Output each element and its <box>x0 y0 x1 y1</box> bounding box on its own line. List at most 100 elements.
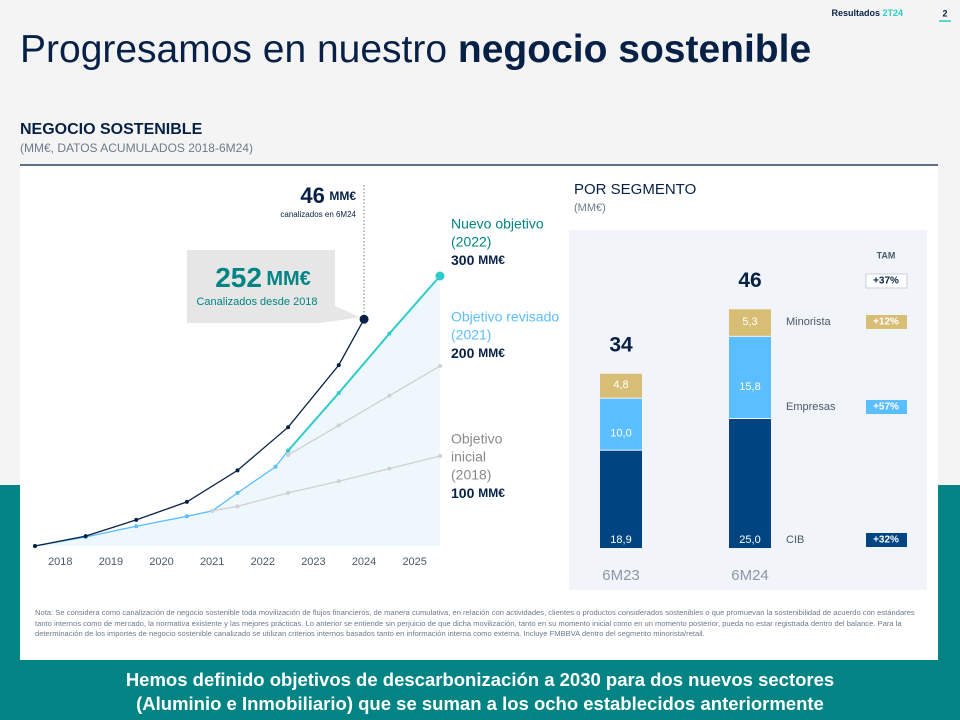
point <box>336 423 341 428</box>
point <box>134 517 139 522</box>
segment-title: POR SEGMENTO <box>574 181 696 198</box>
point <box>235 468 240 473</box>
x-tick-label: 6M23 <box>602 567 640 584</box>
bar-segment <box>600 398 642 450</box>
tam-total-box <box>865 273 908 289</box>
point <box>438 454 442 458</box>
x-tick-label: 2023 <box>301 556 325 568</box>
header: Resultados 2T24 <box>831 8 903 18</box>
area <box>35 276 440 546</box>
series-label: inicial <box>451 449 486 465</box>
x-tick-label: 2018 <box>48 556 72 568</box>
tam-title: TAM <box>877 250 896 260</box>
tam-box <box>866 315 907 329</box>
point <box>387 393 392 398</box>
line <box>287 275 441 452</box>
target-unit: MM€ <box>478 486 505 500</box>
x-tick-label: 2024 <box>352 556 376 568</box>
header-period: 2T24 <box>882 8 903 18</box>
annotation: 46 MM€ <box>300 183 356 208</box>
annotation-unit: MM€ <box>329 189 356 203</box>
tam-box <box>866 400 907 414</box>
series-label: Objetivo revisado <box>451 309 559 325</box>
x-tick-label: 2020 <box>149 556 173 568</box>
line <box>34 318 365 547</box>
point <box>83 534 88 539</box>
segment-name: Minorista <box>786 316 832 328</box>
annotation-value: 46 <box>300 183 324 208</box>
series-target: 300 MM€ <box>451 252 505 268</box>
bar-value-label: 5,3 <box>742 316 757 328</box>
bar-total: 46 <box>738 269 761 292</box>
series-target: 200 MM€ <box>451 345 505 361</box>
series-label: (2022) <box>451 234 491 250</box>
line <box>287 365 441 456</box>
tam-box <box>866 533 907 547</box>
bar-segment <box>600 450 642 548</box>
series-label: Nuevo objetivo <box>451 216 544 232</box>
bar-value-label: 15,8 <box>739 381 760 393</box>
note: Nota: Se considera como canalización de … <box>35 608 915 638</box>
target-value: 100 <box>451 485 475 501</box>
point <box>286 448 291 453</box>
bar-segment <box>729 336 771 418</box>
target-unit: MM€ <box>478 253 505 267</box>
point <box>235 490 240 495</box>
tam-total: +37% <box>873 276 899 287</box>
target-value: 300 <box>451 252 475 268</box>
footer-line: (Aluminio e Inmobiliario) que se suman a… <box>136 693 824 714</box>
bar-value-label: 10,0 <box>610 428 631 440</box>
footer-line: Hemos definido objetivos de descarboniza… <box>126 669 834 690</box>
point <box>184 499 189 504</box>
bar-value-label: 4,8 <box>613 379 628 391</box>
bar-value-label: 25,0 <box>739 534 760 546</box>
series-label: Objetivo <box>451 431 503 447</box>
point <box>286 490 291 495</box>
target-unit: MM€ <box>478 346 505 360</box>
title: Progresamos en nuestro negocio sostenibl… <box>20 28 811 71</box>
tam-value: +12% <box>873 317 899 328</box>
header-label: Resultados <box>831 8 880 18</box>
section-title: NEGOCIO SOSTENIBLE <box>20 121 203 138</box>
point <box>336 479 341 484</box>
bar-value-label: 18,9 <box>610 534 631 546</box>
bar-segment <box>600 373 642 398</box>
point <box>286 425 291 430</box>
series-label: (2021) <box>451 327 491 343</box>
point <box>134 524 139 529</box>
callout-value: 252 <box>215 262 262 293</box>
point <box>387 466 392 471</box>
tam-value: +57% <box>873 402 899 413</box>
point <box>286 453 291 458</box>
tam-value: +32% <box>873 535 899 546</box>
x-tick-label: 2025 <box>402 556 426 568</box>
segment-subtitle: (MM€) <box>574 202 606 214</box>
line <box>34 450 289 547</box>
callout: 252 MM€ <box>215 262 311 293</box>
title-bold: negocio sostenible <box>458 28 811 71</box>
point <box>184 514 189 519</box>
point <box>336 363 341 368</box>
annotation-text: canalizados en 6M24 <box>280 210 356 219</box>
page-number: 2 <box>942 8 947 18</box>
series-label: (2018) <box>451 467 491 483</box>
bar-total: 34 <box>609 333 633 356</box>
series-target: 100 MM€ <box>451 485 505 501</box>
point <box>336 391 341 395</box>
point <box>210 508 215 513</box>
point <box>359 314 369 324</box>
callout-text: Canalizados desde 2018 <box>196 296 317 308</box>
x-tick-label: 2022 <box>251 556 275 568</box>
point <box>387 331 392 336</box>
target-value: 200 <box>451 345 475 361</box>
point <box>435 271 445 281</box>
bar-segment <box>729 309 771 336</box>
point <box>33 544 37 548</box>
callout-unit: MM€ <box>266 268 310 290</box>
title-regular: Progresamos en nuestro <box>20 28 447 71</box>
point <box>273 464 278 469</box>
segment-name: CIB <box>786 534 804 546</box>
segment-name: Empresas <box>786 401 836 413</box>
